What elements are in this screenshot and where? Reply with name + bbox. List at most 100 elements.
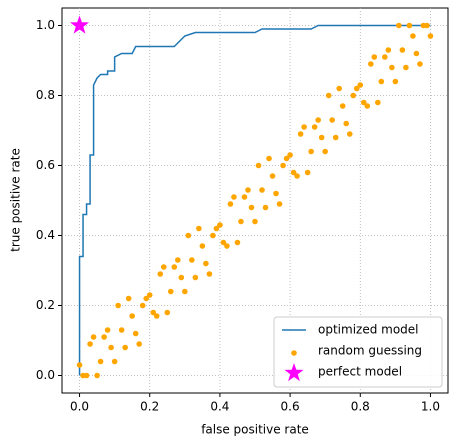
scatter-point bbox=[146, 292, 153, 298]
scatter-point bbox=[382, 54, 388, 60]
scatter-point bbox=[153, 313, 160, 319]
scatter-point bbox=[280, 162, 286, 169]
scatter-point bbox=[273, 190, 279, 197]
scatter-point bbox=[224, 243, 230, 249]
scatter-point bbox=[210, 232, 216, 239]
scatter-point bbox=[196, 225, 202, 232]
scatter-point bbox=[90, 334, 97, 340]
scatter-point bbox=[424, 22, 430, 29]
scatter-point bbox=[234, 239, 241, 246]
x-tick-label: 0.0 bbox=[70, 400, 89, 414]
scatter-point bbox=[227, 201, 234, 207]
scatter-point bbox=[217, 222, 223, 228]
scatter-point bbox=[343, 120, 350, 127]
scatter-point bbox=[339, 103, 346, 109]
scatter-point bbox=[357, 82, 364, 88]
scatter-point bbox=[248, 204, 255, 211]
scatter-point bbox=[311, 124, 318, 130]
scatter-point bbox=[143, 295, 150, 302]
scatter-point bbox=[118, 327, 125, 333]
x-tick-label: 0.6 bbox=[281, 400, 300, 414]
scatter-point bbox=[413, 50, 420, 57]
scatter-point bbox=[182, 288, 188, 295]
scatter-point bbox=[417, 61, 423, 67]
roc-line bbox=[78, 24, 431, 376]
scatter-point bbox=[283, 155, 290, 162]
scatter-point bbox=[304, 169, 311, 176]
scatter-point bbox=[346, 131, 353, 137]
scatter-point bbox=[231, 194, 237, 200]
scatter-point bbox=[406, 22, 413, 29]
scatter-point bbox=[111, 358, 118, 365]
scatter-point bbox=[171, 264, 178, 270]
scatter-point bbox=[175, 257, 181, 263]
scatter-point bbox=[392, 78, 399, 85]
x-tick-label: 0.8 bbox=[351, 400, 370, 414]
scatter-point bbox=[371, 54, 378, 60]
scatter-point bbox=[276, 201, 283, 207]
plot-frame bbox=[61, 7, 449, 394]
scatter-point bbox=[167, 288, 174, 295]
scatter-point bbox=[241, 194, 248, 200]
star-marker bbox=[70, 15, 90, 34]
scatter-point bbox=[318, 134, 325, 141]
scatter-point bbox=[157, 271, 164, 277]
scatter-point bbox=[252, 218, 258, 225]
scatter-point bbox=[139, 302, 146, 309]
scatter-point bbox=[410, 33, 416, 39]
scatter-point bbox=[185, 232, 192, 239]
y-tick-label: 0.8 bbox=[36, 88, 55, 102]
legend-swatch bbox=[291, 350, 297, 356]
scatter-point bbox=[427, 33, 434, 39]
scatter-point bbox=[80, 372, 86, 379]
scatter-point bbox=[199, 243, 206, 249]
scatter-point bbox=[368, 61, 374, 67]
scatter-point bbox=[255, 162, 262, 169]
scatter-point bbox=[399, 47, 406, 53]
scatter-point bbox=[308, 148, 314, 155]
scatter-point bbox=[104, 327, 111, 333]
scatter-point bbox=[325, 92, 332, 99]
scatter-point bbox=[245, 187, 251, 193]
scatter-point bbox=[178, 274, 185, 281]
scatter-point bbox=[76, 362, 83, 368]
scatter-point bbox=[259, 187, 265, 193]
scatter-point bbox=[206, 271, 213, 277]
scatter-point bbox=[220, 239, 227, 246]
scatter-point bbox=[290, 169, 297, 176]
scatter-point bbox=[315, 117, 321, 123]
x-axis-label: false positive rate bbox=[201, 423, 309, 437]
scatter-point bbox=[329, 117, 336, 123]
y-tick-label: 0.2 bbox=[36, 298, 55, 312]
scatter-point bbox=[160, 264, 167, 270]
scatter-point bbox=[136, 341, 142, 347]
y-tick-label: 0.4 bbox=[36, 228, 55, 242]
legend-label: optimized model bbox=[318, 323, 419, 337]
scatter-point bbox=[238, 218, 244, 225]
scatter-point bbox=[332, 134, 339, 141]
scatter-point bbox=[375, 99, 381, 106]
y-tick-label: 0.6 bbox=[36, 158, 55, 172]
scatter-point bbox=[164, 309, 171, 316]
scatter-point bbox=[294, 173, 300, 179]
scatter-point bbox=[385, 47, 392, 53]
scatter-point bbox=[396, 22, 402, 29]
scatter-point bbox=[189, 257, 195, 263]
scatter-point bbox=[262, 204, 269, 211]
scatter-point bbox=[125, 295, 132, 302]
scatter-point bbox=[350, 92, 357, 99]
legend-box bbox=[273, 316, 443, 388]
scatter-point bbox=[403, 64, 409, 71]
scatter-point bbox=[287, 152, 293, 158]
x-tick-label: 1.0 bbox=[421, 400, 440, 414]
scatter-point bbox=[353, 85, 360, 92]
legend-swatch bbox=[284, 363, 304, 382]
scatter-point bbox=[97, 358, 104, 365]
scatter-point bbox=[150, 309, 157, 316]
scatter-point bbox=[266, 155, 272, 162]
scatter-point bbox=[101, 334, 107, 340]
scatter-point bbox=[364, 103, 371, 109]
y-axis-label: true positive rate bbox=[9, 148, 23, 252]
legend-label: random guessing bbox=[318, 344, 422, 358]
